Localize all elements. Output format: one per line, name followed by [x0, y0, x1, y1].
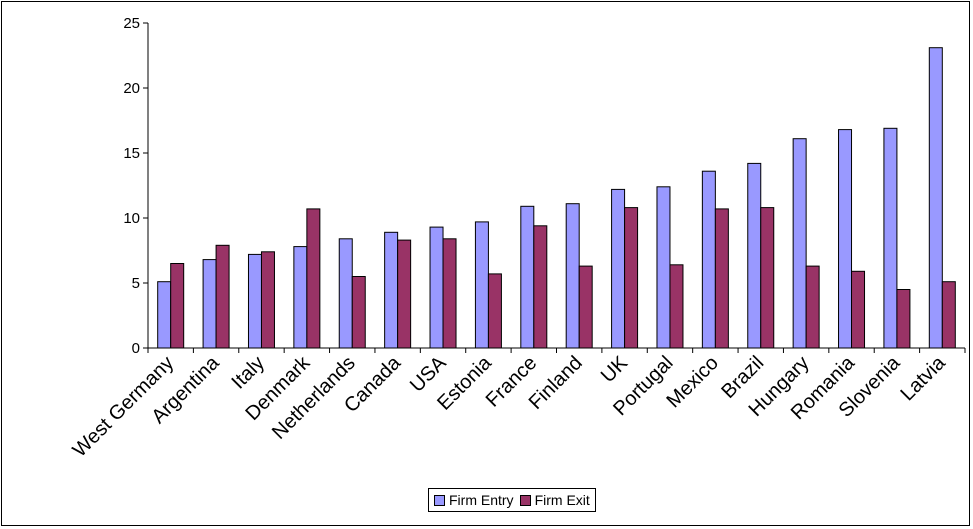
bar-firm-exit	[578, 265, 593, 349]
bar-firm-entry	[565, 203, 580, 349]
bar-firm-entry	[202, 259, 217, 349]
bar-firm-exit	[941, 281, 956, 349]
bar-firm-entry	[611, 188, 626, 349]
bar-firm-entry	[474, 221, 489, 349]
bar-firm-entry	[656, 186, 671, 349]
y-tick-label: 20	[123, 80, 140, 97]
y-tick-label: 5	[132, 275, 140, 292]
bar-firm-entry	[838, 129, 853, 349]
bar-firm-exit	[760, 207, 775, 349]
bar-firm-entry	[157, 281, 172, 349]
bar-firm-exit	[351, 276, 366, 349]
bar-firm-exit	[442, 238, 457, 349]
bar-firm-exit	[805, 265, 820, 349]
bar-firm-exit	[533, 225, 548, 349]
bar-firm-entry	[338, 238, 353, 349]
y-tick-label: 10	[123, 210, 140, 227]
bar-firm-exit	[624, 207, 639, 349]
bar-firm-entry	[429, 226, 444, 349]
x-category-label: Latvia	[897, 351, 951, 405]
bar-firm-entry	[747, 162, 762, 349]
bar-firm-exit	[306, 208, 321, 349]
bar-firm-exit	[669, 264, 684, 349]
legend-item-firm-exit: Firm Exit	[519, 492, 590, 508]
bar-firm-entry	[928, 47, 943, 349]
bar-firm-exit	[896, 289, 911, 349]
bar-firm-exit	[851, 270, 866, 349]
bar-firm-exit	[714, 208, 729, 349]
legend-label-firm-exit: Firm Exit	[534, 492, 590, 508]
bar-firm-exit	[170, 263, 185, 349]
legend-item-firm-entry: Firm Entry	[434, 492, 514, 508]
y-tick-label: 25	[123, 15, 140, 32]
bar-firm-entry	[384, 231, 399, 349]
bar-firm-entry	[247, 253, 262, 349]
legend: Firm Entry Firm Exit	[428, 488, 596, 512]
bar-firm-entry	[293, 246, 308, 349]
y-tick-label: 0	[132, 340, 140, 357]
legend-swatch-firm-entry	[434, 494, 445, 506]
bar-firm-entry	[701, 170, 716, 349]
bar-firm-exit	[397, 239, 412, 349]
bar-firm-exit	[260, 251, 275, 349]
y-tick-label: 15	[123, 145, 140, 162]
bar-firm-entry	[883, 127, 898, 349]
legend-swatch-firm-exit	[519, 494, 531, 506]
bar-firm-exit	[487, 273, 502, 349]
bar-firm-entry	[792, 138, 807, 349]
x-category-label: Mexico	[663, 352, 723, 412]
bar-firm-exit	[215, 244, 230, 349]
bar-firm-entry	[520, 205, 535, 349]
x-category-label: UK	[597, 352, 633, 388]
legend-label-firm-entry: Firm Entry	[449, 492, 514, 508]
